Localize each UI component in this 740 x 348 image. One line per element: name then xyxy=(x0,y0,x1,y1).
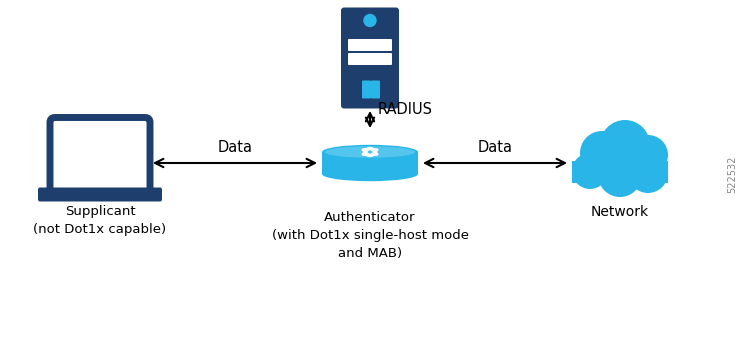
Text: RADIUS: RADIUS xyxy=(378,102,433,117)
Circle shape xyxy=(600,120,650,170)
FancyBboxPatch shape xyxy=(38,188,162,201)
FancyBboxPatch shape xyxy=(348,53,392,65)
Text: Data: Data xyxy=(218,140,252,155)
Text: Data: Data xyxy=(477,140,513,155)
Circle shape xyxy=(572,153,608,189)
Text: 522532: 522532 xyxy=(727,155,737,193)
Circle shape xyxy=(580,131,624,175)
Circle shape xyxy=(598,153,642,197)
FancyBboxPatch shape xyxy=(50,118,150,192)
Ellipse shape xyxy=(322,145,418,159)
Ellipse shape xyxy=(322,167,418,181)
FancyBboxPatch shape xyxy=(362,80,371,98)
Text: Authenticator
(with Dot1x single-host mode
and MAB): Authenticator (with Dot1x single-host mo… xyxy=(272,211,468,260)
FancyBboxPatch shape xyxy=(348,39,392,51)
Text: Network: Network xyxy=(591,205,649,219)
Circle shape xyxy=(628,135,668,175)
Text: Supplicant
(not Dot1x capable): Supplicant (not Dot1x capable) xyxy=(33,205,166,236)
Circle shape xyxy=(364,15,376,26)
Polygon shape xyxy=(322,152,418,174)
FancyBboxPatch shape xyxy=(341,8,399,109)
Circle shape xyxy=(628,153,668,193)
Ellipse shape xyxy=(325,146,415,158)
FancyBboxPatch shape xyxy=(371,80,380,98)
FancyBboxPatch shape xyxy=(572,161,668,183)
